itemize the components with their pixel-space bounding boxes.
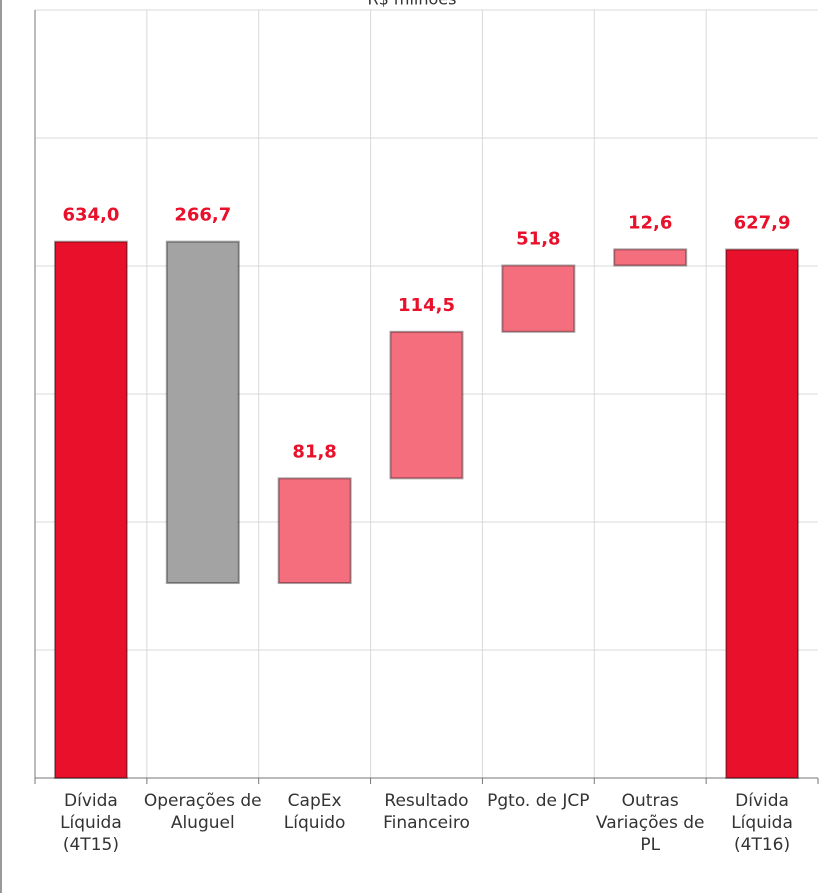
data-label: 114,5 bbox=[398, 295, 455, 316]
data-label: 627,9 bbox=[734, 212, 791, 233]
x-tick-label: Dívida Líquida (4T16) bbox=[731, 791, 793, 855]
data-label: 81,8 bbox=[292, 441, 336, 462]
bar bbox=[165, 240, 240, 585]
bar bbox=[613, 248, 688, 267]
data-label: 634,0 bbox=[62, 205, 119, 226]
data-label: 51,8 bbox=[516, 228, 560, 249]
bar bbox=[725, 248, 800, 780]
bar bbox=[277, 477, 352, 585]
bar bbox=[389, 330, 464, 480]
x-tick-label: Operações de Aluguel bbox=[143, 791, 262, 833]
data-label: 12,6 bbox=[628, 212, 672, 233]
x-tick-label: CapEx Líquido bbox=[283, 791, 346, 833]
bar bbox=[53, 240, 128, 779]
data-label: 266,7 bbox=[174, 205, 231, 226]
x-tick-label: Outras Variações de PL bbox=[595, 791, 705, 855]
x-tick-label: Pgto. de JCP bbox=[487, 791, 590, 811]
chart-title: R$ milhões bbox=[368, 0, 457, 9]
x-tick-label: Resultado Financeiro bbox=[383, 791, 470, 833]
bar bbox=[501, 264, 576, 333]
x-tick-label: Dívida Líquida (4T15) bbox=[60, 791, 122, 855]
